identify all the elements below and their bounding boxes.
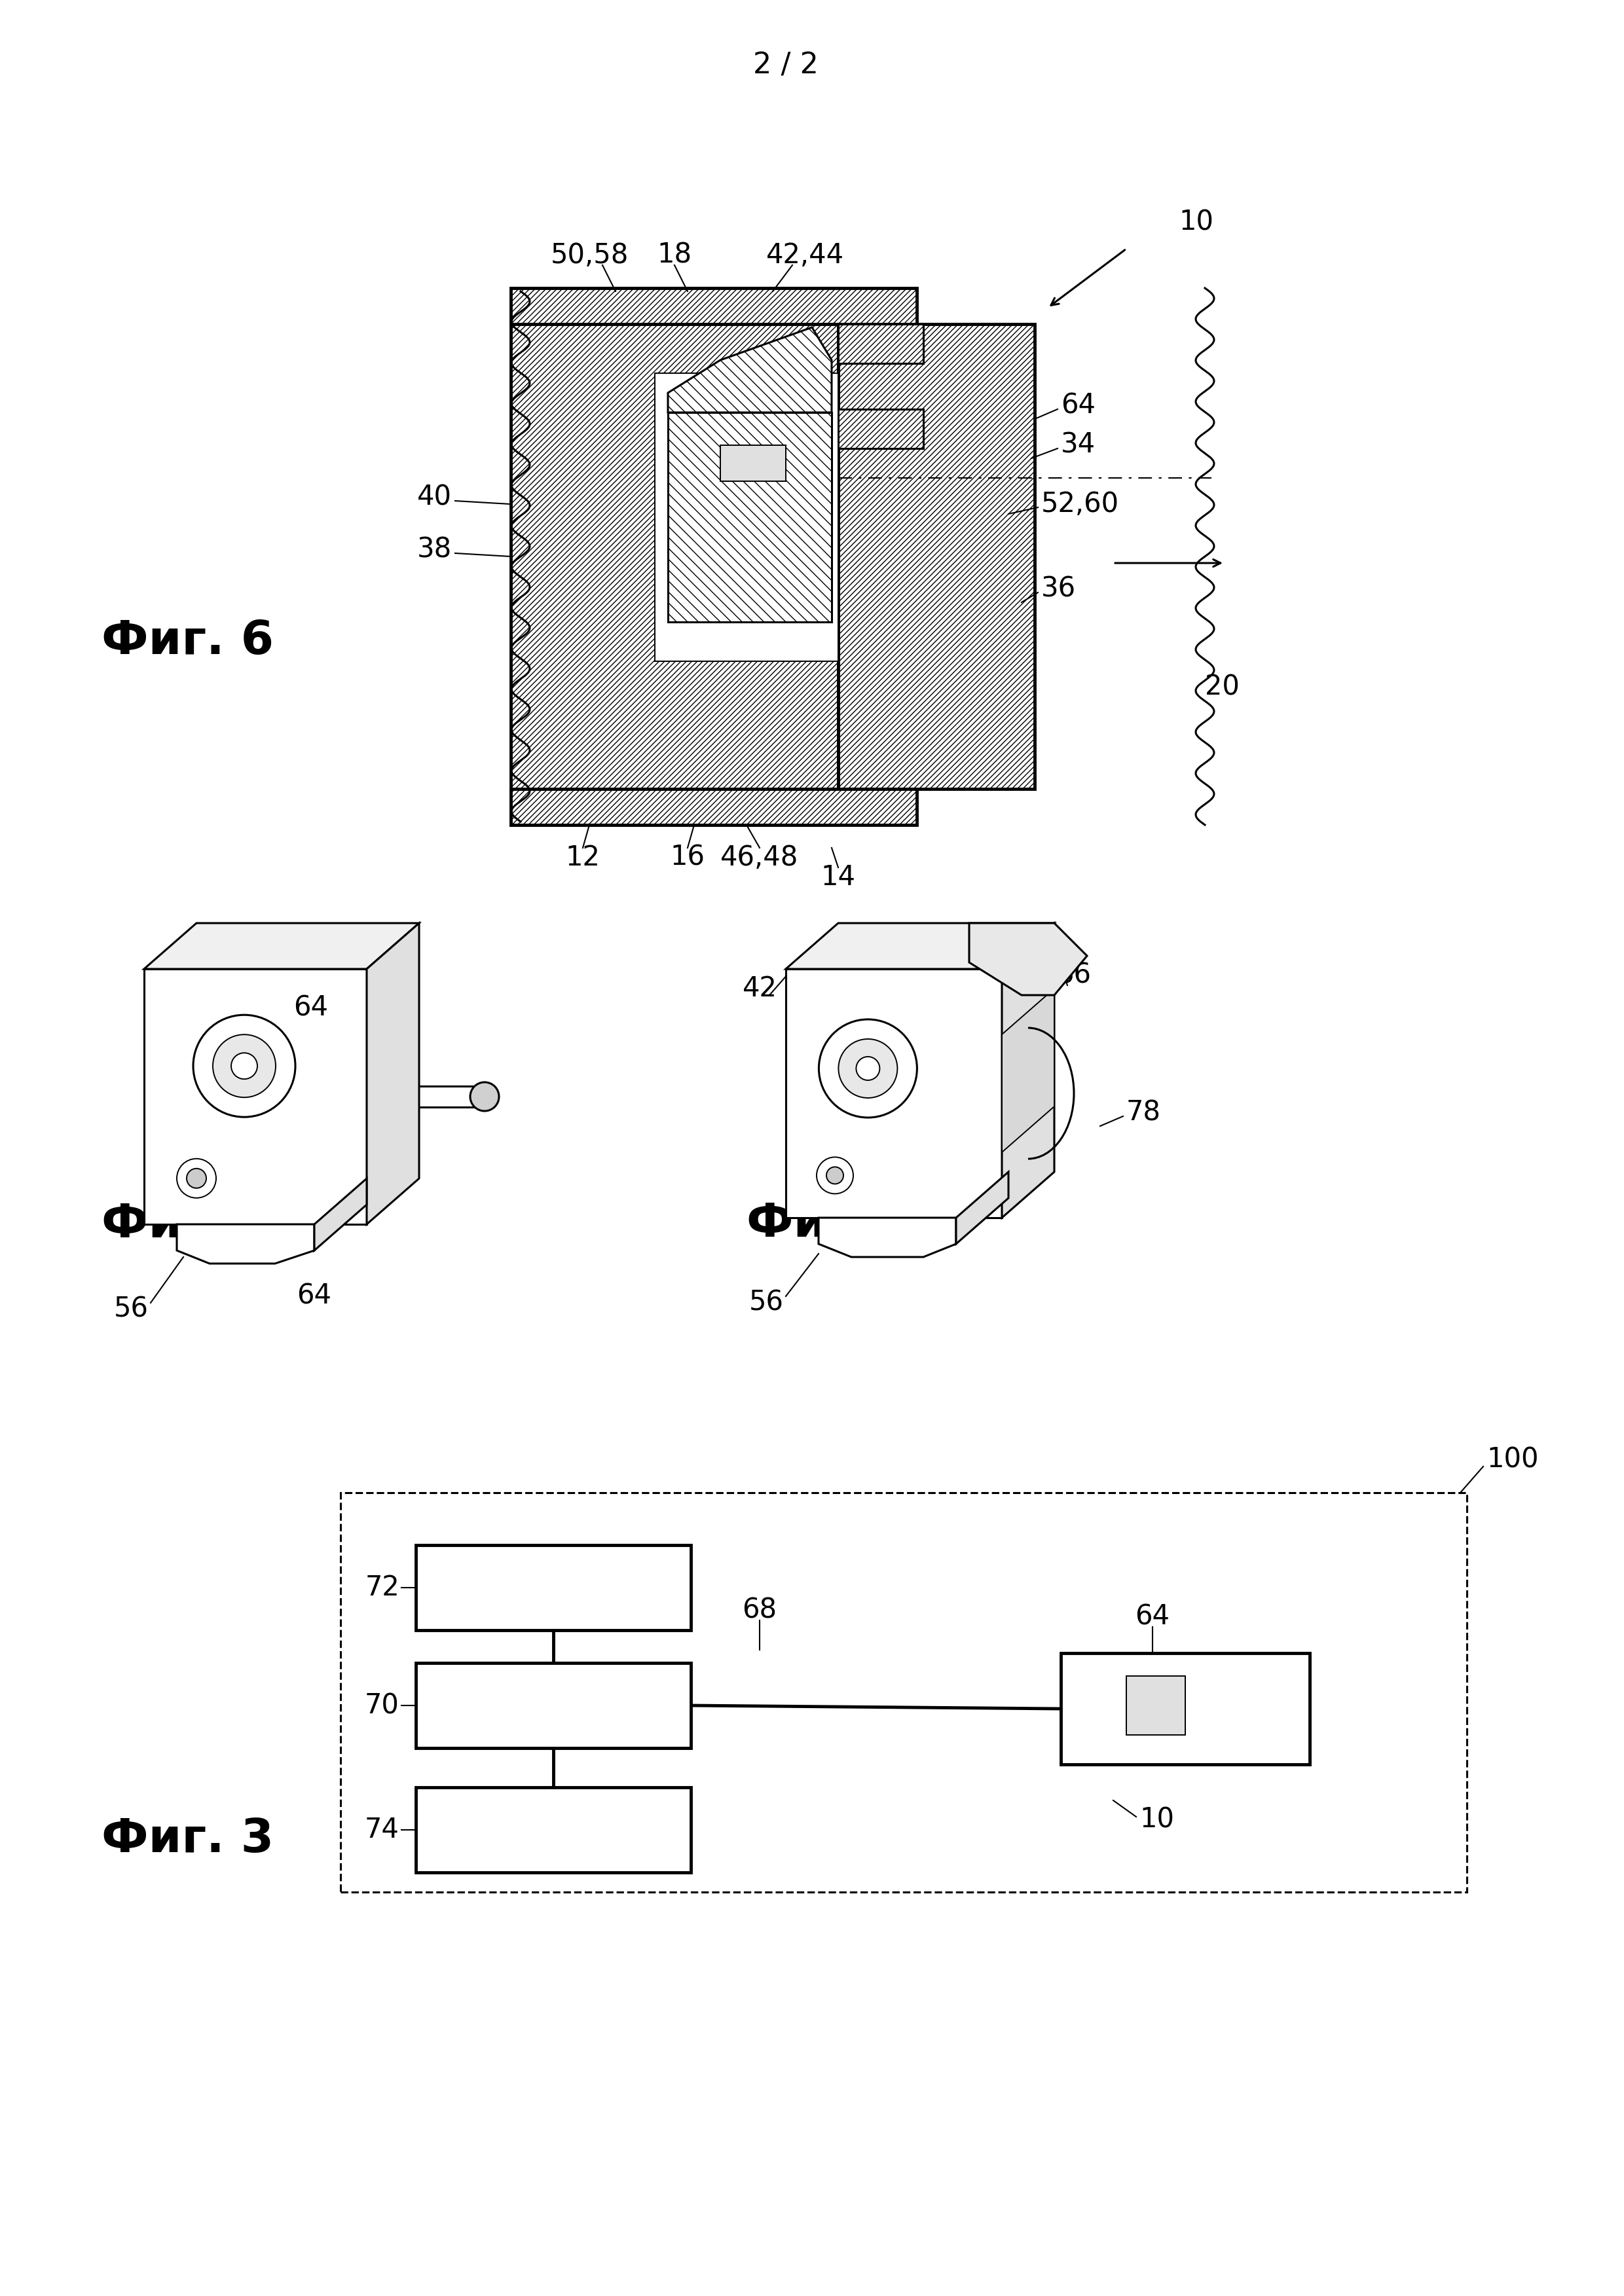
Bar	[786, 969, 1002, 1217]
Text: 64: 64	[1060, 393, 1096, 420]
Bar	[512, 287, 838, 824]
Text: 16: 16	[671, 845, 705, 872]
Bar	[667, 413, 831, 622]
Bar	[838, 324, 924, 363]
Text: 64: 64	[297, 1283, 331, 1311]
Polygon shape	[1002, 990, 1054, 1153]
Text: Фиг. 3: Фиг. 3	[101, 1816, 274, 1862]
Bar	[341, 1492, 1466, 1892]
Text: 62: 62	[994, 955, 1030, 983]
Bar	[416, 1545, 690, 1630]
Text: 46,48: 46,48	[721, 845, 799, 872]
Bar	[512, 790, 918, 824]
Text: 18: 18	[658, 241, 692, 269]
Text: 100: 100	[1486, 1446, 1538, 1474]
Circle shape	[838, 1040, 898, 1097]
Polygon shape	[818, 1217, 957, 1256]
Circle shape	[231, 1054, 257, 1079]
Circle shape	[817, 1157, 853, 1194]
Text: 74: 74	[365, 1816, 400, 1844]
Text: 64: 64	[1135, 1603, 1169, 1630]
Polygon shape	[970, 923, 1086, 994]
Text: 2 / 2: 2 / 2	[754, 51, 818, 80]
Circle shape	[471, 1081, 499, 1111]
Bar	[654, 374, 838, 661]
Circle shape	[213, 1035, 276, 1097]
Circle shape	[177, 1159, 216, 1199]
Bar	[512, 287, 918, 324]
Circle shape	[193, 1015, 296, 1118]
Text: 10: 10	[1140, 1807, 1174, 1835]
Text: 78: 78	[1127, 1100, 1161, 1127]
Text: Фиг. 4: Фиг. 4	[101, 1201, 274, 1247]
Text: 70: 70	[365, 1692, 400, 1720]
Bar	[145, 969, 367, 1224]
Bar	[1060, 1653, 1309, 1763]
Polygon shape	[786, 923, 1054, 969]
Text: 42,44: 42,44	[767, 241, 844, 269]
Text: 14: 14	[820, 863, 856, 891]
Circle shape	[818, 1019, 918, 1118]
Text: 42: 42	[742, 976, 776, 1003]
Bar	[721, 445, 786, 482]
Polygon shape	[667, 328, 831, 413]
Text: 56: 56	[749, 1288, 783, 1316]
Text: 38: 38	[417, 537, 451, 565]
Text: 68: 68	[742, 1596, 776, 1623]
Polygon shape	[957, 1171, 1009, 1244]
Text: Фиг. 5: Фиг. 5	[747, 1201, 919, 1247]
Text: 10: 10	[1179, 209, 1213, 236]
Bar	[1127, 1676, 1186, 1736]
Polygon shape	[315, 1178, 367, 1251]
Polygon shape	[367, 923, 419, 1224]
Bar	[416, 1786, 690, 1874]
Text: 20: 20	[1205, 673, 1239, 700]
Text: 50,58: 50,58	[551, 241, 628, 269]
Text: 72: 72	[365, 1573, 400, 1600]
Bar	[416, 1662, 690, 1747]
Polygon shape	[1002, 923, 1054, 1217]
Bar	[838, 324, 1034, 790]
Text: 52,60: 52,60	[1041, 491, 1119, 519]
Text: 12: 12	[565, 845, 601, 872]
Text: 40: 40	[417, 484, 451, 512]
Bar	[838, 409, 924, 448]
Circle shape	[187, 1169, 206, 1187]
Circle shape	[827, 1166, 843, 1185]
Text: 34: 34	[1060, 432, 1096, 459]
Text: 66: 66	[1057, 962, 1091, 990]
Text: 56: 56	[114, 1295, 148, 1322]
Text: Фиг. 6: Фиг. 6	[101, 620, 274, 664]
Text: 64: 64	[294, 994, 328, 1022]
Polygon shape	[177, 1224, 315, 1263]
Circle shape	[856, 1056, 880, 1079]
Text: 36: 36	[1041, 576, 1077, 604]
Polygon shape	[145, 923, 419, 969]
